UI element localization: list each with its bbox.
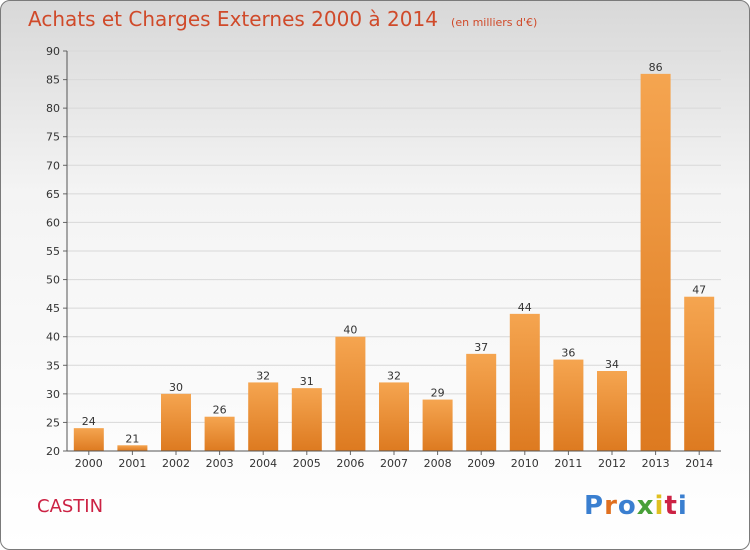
x-tick-label-2003: 2003 [206, 457, 234, 470]
data-label-2002: 30 [169, 381, 183, 394]
bar-2013 [640, 73, 671, 451]
x-tick-label-2014: 2014 [685, 457, 713, 470]
data-label-2007: 32 [387, 369, 401, 382]
data-label-2000: 24 [82, 415, 96, 428]
x-tick-label-2012: 2012 [598, 457, 626, 470]
bar-2005 [291, 388, 322, 451]
data-label-2004: 32 [256, 369, 270, 382]
y-tick-label: 30 [46, 388, 60, 401]
y-tick-label: 90 [46, 45, 60, 58]
chart-title-text: Achats et Charges Externes 2000 à 2014 [28, 7, 438, 31]
bar-2010 [509, 313, 540, 451]
data-label-2006: 40 [343, 324, 357, 337]
y-axis-ticks: 20 25 30 35 40 45 50 55 60 65 70 75 80 85 90 [46, 45, 67, 458]
y-tick-label: 55 [46, 245, 60, 258]
logo-letter: o [617, 491, 637, 521]
y-tick-label: 35 [46, 359, 60, 372]
bar-2009 [466, 353, 497, 451]
bar-2002 [161, 393, 191, 451]
logo-letter: i [654, 491, 665, 521]
data-label-2012: 34 [605, 358, 619, 371]
proxiti-logo[interactable]: Proxiti [584, 491, 688, 521]
x-tick-label-2008: 2008 [424, 457, 452, 470]
x-tick-label-2002: 2002 [162, 457, 190, 470]
bar-2011 [553, 359, 584, 451]
bars [73, 73, 715, 451]
data-label-2013: 86 [649, 61, 663, 74]
x-axis-ticks: 2000 2001 2002 2003 2004 2005 2006 2007 2008 2009… [75, 451, 713, 470]
y-tick-label: 70 [46, 159, 60, 172]
x-tick-label-2000: 2000 [75, 457, 103, 470]
data-label-2014: 47 [692, 284, 706, 297]
x-tick-label-2005: 2005 [293, 457, 321, 470]
x-tick-label-2009: 2009 [467, 457, 495, 470]
x-tick-label-2013: 2013 [642, 457, 670, 470]
y-tick-label: 25 [46, 416, 60, 429]
chart-title: Achats et Charges Externes 2000 à 2014 (… [28, 7, 537, 31]
data-label-2011: 36 [561, 347, 575, 360]
x-tick-label-2001: 2001 [118, 457, 146, 470]
y-tick-label: 60 [46, 216, 60, 229]
x-tick-label-2006: 2006 [336, 457, 364, 470]
logo-letter: x [636, 491, 655, 521]
data-labels: 24 21 30 26 32 31 40 32 29 37 44 36 34 86 47 [82, 61, 706, 445]
y-tick-label: 45 [46, 302, 60, 315]
bar-2007 [379, 382, 409, 451]
x-tick-label-2010: 2010 [511, 457, 539, 470]
bar-2008 [422, 399, 453, 451]
data-label-2010: 44 [518, 301, 532, 314]
bar-2000 [73, 428, 104, 451]
bar-2012 [597, 371, 627, 451]
data-label-2008: 29 [431, 387, 445, 400]
x-tick-label-2007: 2007 [380, 457, 408, 470]
data-label-2005: 31 [300, 375, 314, 388]
x-tick-label-2004: 2004 [249, 457, 277, 470]
y-tick-label: 85 [46, 74, 60, 87]
bar-2004 [248, 382, 279, 451]
bar-2006 [335, 336, 366, 451]
y-tick-label: 50 [46, 274, 60, 287]
bar-2014 [684, 296, 715, 451]
logo-letter: P [584, 491, 605, 521]
data-label-2001: 21 [125, 432, 139, 445]
chart-unit-label: (en milliers d'€) [451, 16, 538, 29]
commune-name: CASTIN [37, 496, 104, 517]
y-tick-label: 65 [46, 188, 60, 201]
y-tick-label: 80 [46, 102, 60, 115]
bar-2001 [117, 445, 148, 451]
y-tick-label: 20 [46, 445, 60, 458]
logo-letter: i [677, 491, 688, 521]
logo-letter: t [664, 491, 678, 521]
y-tick-label: 40 [46, 331, 60, 344]
bar-2003 [204, 416, 235, 451]
axes [66, 51, 721, 452]
x-tick-label-2011: 2011 [554, 457, 582, 470]
logo-letter: r [604, 491, 618, 521]
data-label-2003: 26 [213, 404, 227, 417]
data-label-2009: 37 [474, 341, 488, 354]
y-tick-label: 75 [46, 131, 60, 144]
